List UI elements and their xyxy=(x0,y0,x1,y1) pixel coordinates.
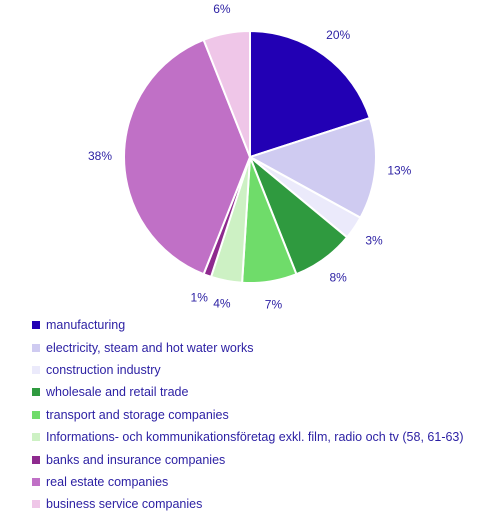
slice-label-real-estate-companies: 38% xyxy=(88,149,112,163)
pie-slice-real-estate-companies xyxy=(123,38,252,276)
legend-label: real estate companies xyxy=(46,474,169,489)
legend-swatch xyxy=(32,343,40,352)
pie-slice-manufacturing xyxy=(249,29,372,159)
legend-swatch xyxy=(32,410,40,419)
legend-swatch xyxy=(32,365,40,374)
legend-item-wholesale-and-retail-trade: wholesale and retail trade xyxy=(32,381,464,403)
legend-item-banks-and-insurance-companies: banks and insurance companies xyxy=(32,448,464,470)
legend-label: electricity, steam and hot water works xyxy=(46,340,254,355)
slice-label-construction-industry: 3% xyxy=(365,233,383,247)
legend-swatch xyxy=(32,500,40,509)
pie-chart-svg: 20% 13% 3% 8% 7% 4% 1% 38% 6% xyxy=(88,2,412,311)
legend-swatch xyxy=(32,388,40,397)
legend-item-manufacturing: manufacturing xyxy=(32,314,464,336)
legend-item-real-estate-companies: real estate companies xyxy=(32,471,464,493)
legend-label: construction industry xyxy=(46,362,161,377)
pie-slices xyxy=(123,29,377,284)
legend-item-business-service-companies: business service companies xyxy=(32,493,464,515)
legend-label: manufacturing xyxy=(46,318,126,333)
slice-label-transport-and-storage-companies: 7% xyxy=(265,297,283,310)
legend-swatch xyxy=(32,321,40,330)
legend-label: business service companies xyxy=(46,497,203,512)
legend-item-transport-and-storage-companies: transport and storage companies xyxy=(32,404,464,426)
legend-label: transport and storage companies xyxy=(46,407,229,422)
pie-slice-electricity-steam-and-hot-water-works xyxy=(247,116,377,220)
legend-label: banks and insurance companies xyxy=(46,452,226,467)
legend-swatch xyxy=(32,455,40,464)
pie-chart: 20% 13% 3% 8% 7% 4% 1% 38% 6% xyxy=(88,2,412,311)
legend-item-electricity-steam-and-hot-water-works: electricity, steam and hot water works xyxy=(32,336,464,358)
legend-label: Informations- och kommunikationsföretag … xyxy=(46,430,464,445)
legend-item-construction-industry: construction industry xyxy=(32,359,464,381)
legend-swatch xyxy=(32,477,40,486)
pie-slice-business-service-companies xyxy=(202,29,251,158)
pie-labels: 20% 13% 3% 8% 7% 4% 1% 38% 6% xyxy=(88,2,412,311)
chart-legend: manufacturing electricity, steam and hot … xyxy=(32,314,464,516)
slice-label-banks-and-insurance-companies: 1% xyxy=(191,290,209,304)
legend-label: wholesale and retail trade xyxy=(46,385,189,400)
slice-label-electricity-steam-and-hot-water-works: 13% xyxy=(387,163,411,177)
slice-label-manufacturing: 20% xyxy=(326,28,350,42)
slice-label-business-service-companies: 6% xyxy=(213,2,231,16)
legend-swatch xyxy=(32,433,40,442)
slice-label-wholesale-and-retail-trade: 8% xyxy=(329,271,347,285)
legend-item-informations-och-kommunikationsf-retag-e: Informations- och kommunikationsföretag … xyxy=(32,426,464,448)
slice-label-informations-och-kommunikationsf-retag-e: 4% xyxy=(213,297,231,310)
